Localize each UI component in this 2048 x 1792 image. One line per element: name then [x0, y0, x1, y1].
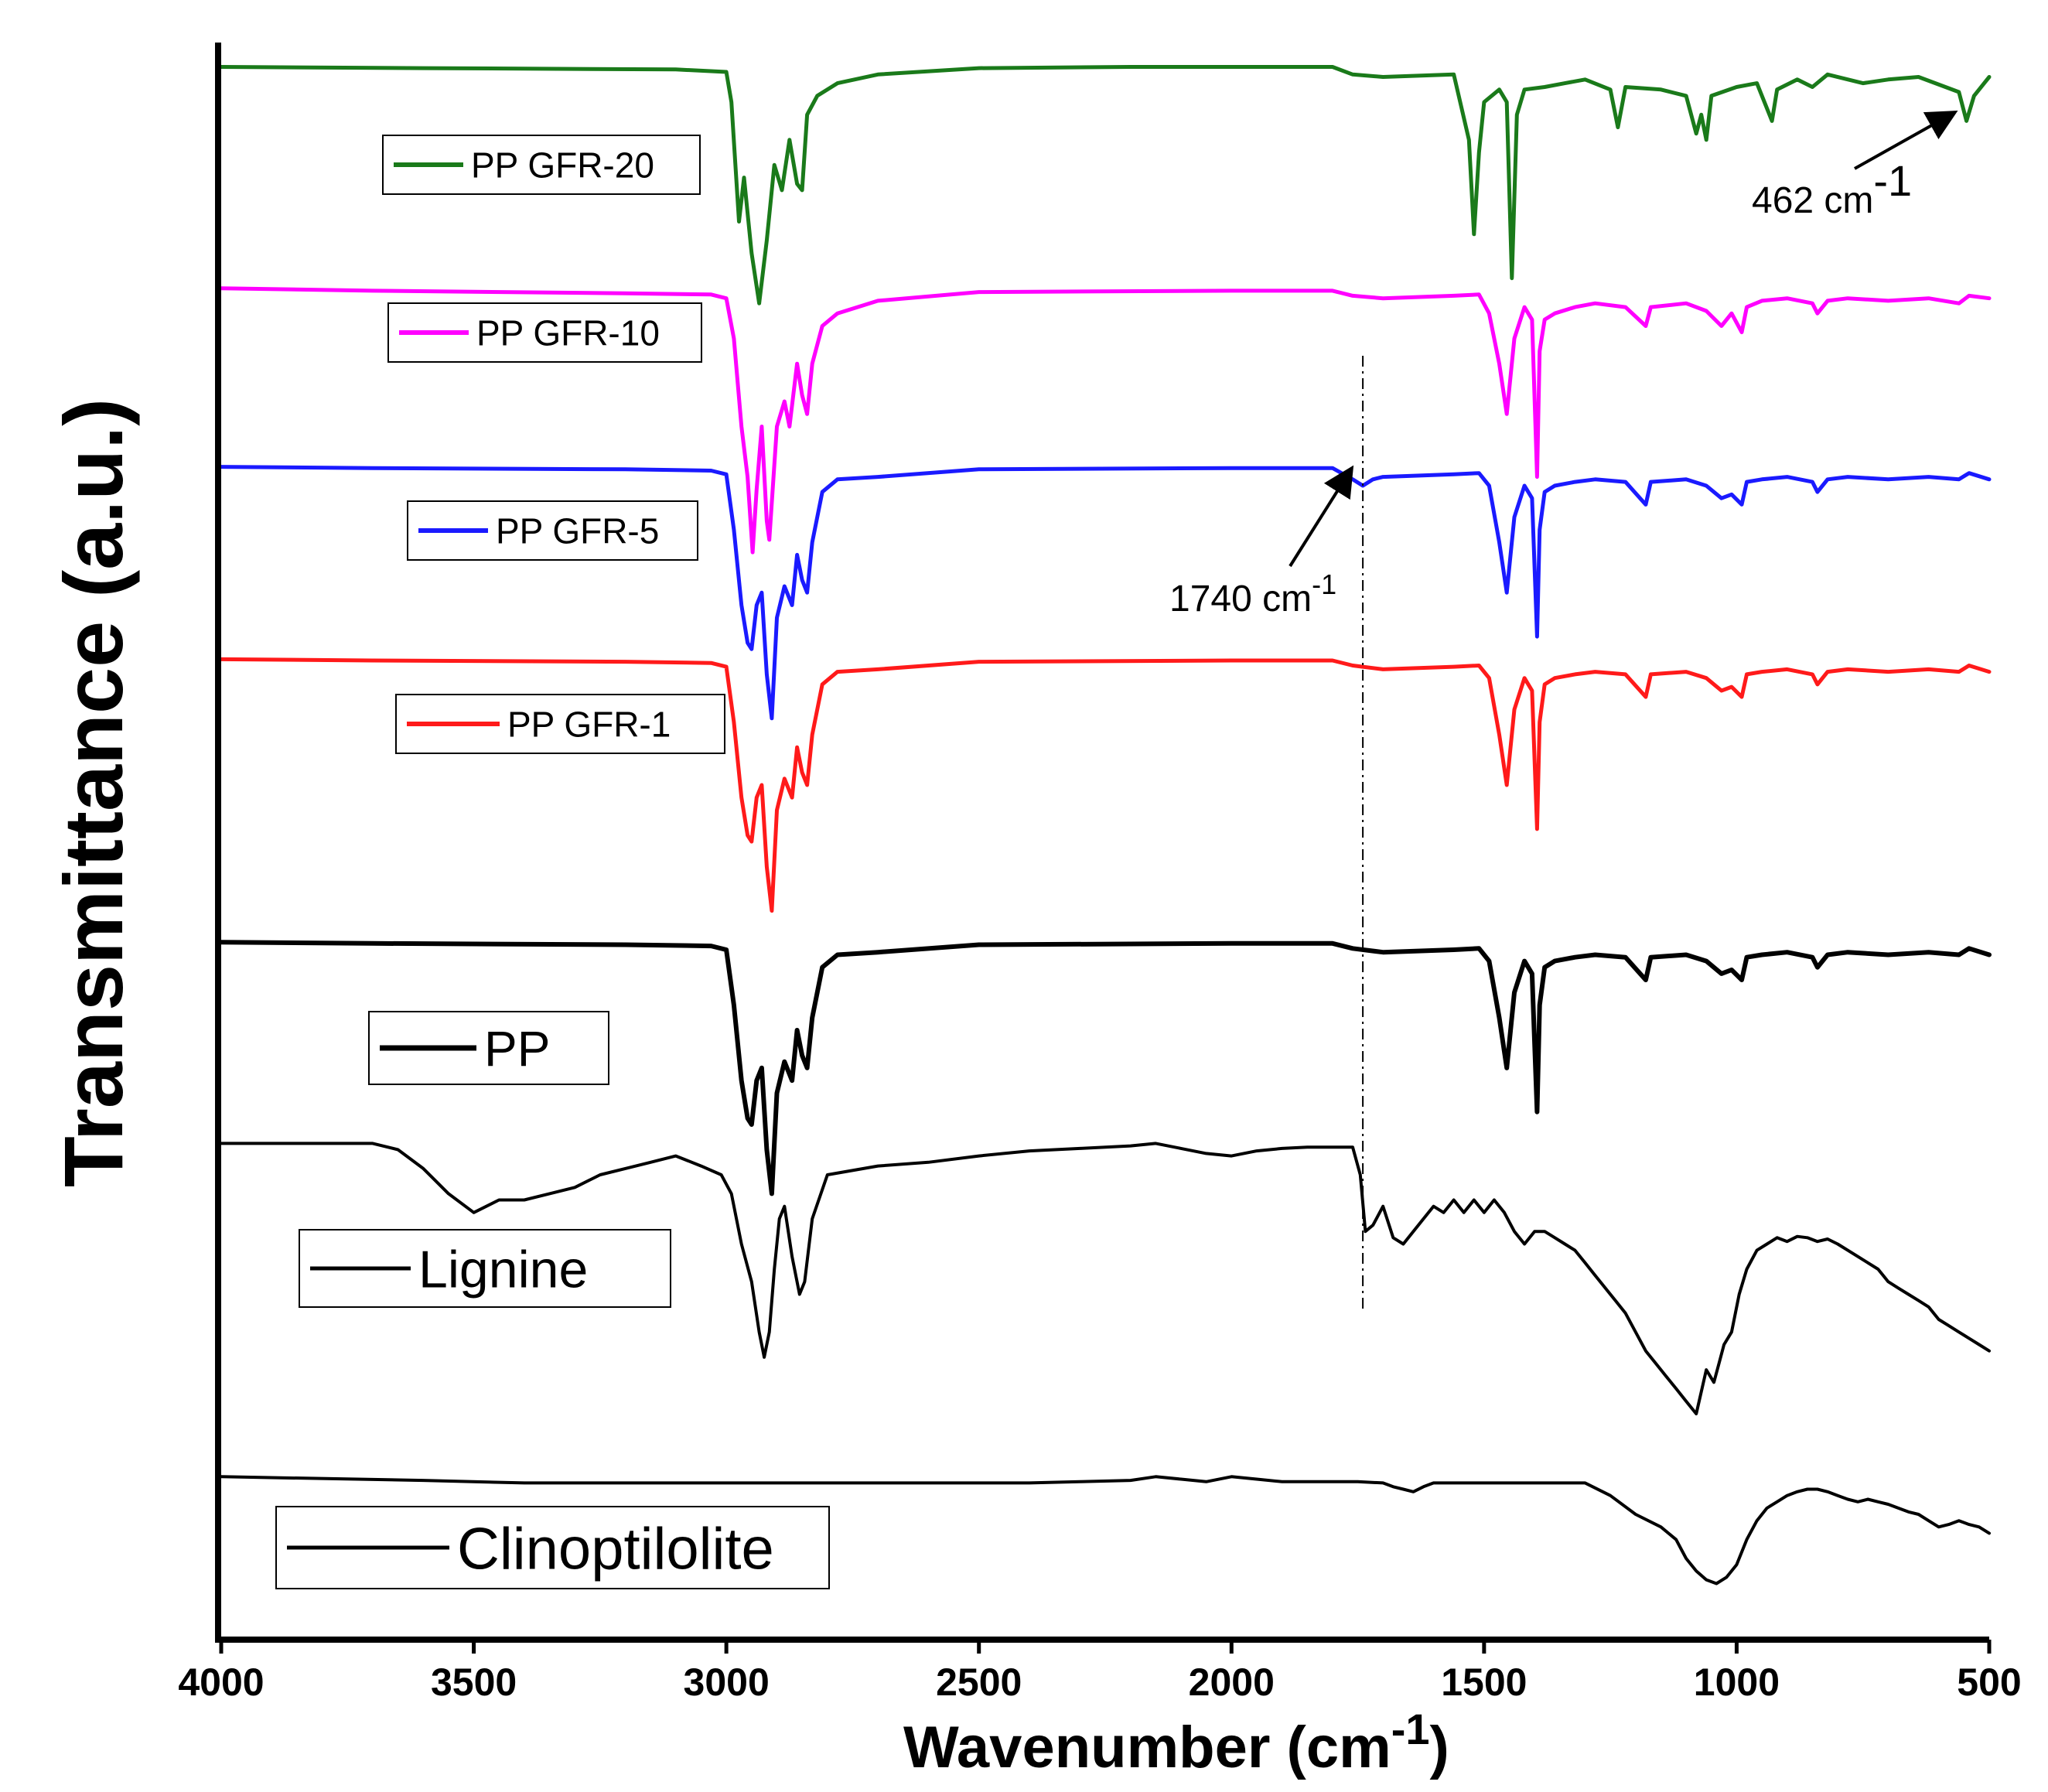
axes: 4000 3500 3000 2500 2000 1500 1000 500: [178, 43, 2022, 1704]
x-axis-title-main: Wavenumber (cm: [903, 1715, 1391, 1780]
x-axis-title: Wavenumber (cm-1): [903, 1705, 1449, 1780]
x-axis-title-tail: ): [1429, 1715, 1449, 1780]
legend-label: PP: [484, 1021, 550, 1077]
annotation-462-label-sup: -1: [1873, 156, 1912, 205]
legend-entry-pp-gfr-20: PP GFR-20: [382, 135, 701, 195]
x-tick-label-3000: 3000: [684, 1661, 770, 1704]
x-tick-label-2000: 2000: [1189, 1661, 1275, 1704]
legend-label: Clinoptilolite: [457, 1516, 774, 1582]
legend-entry-pp-gfr-1: PP GFR-1: [395, 694, 725, 754]
x-tick-label-2500: 2500: [936, 1661, 1022, 1704]
legend-entry-pp-gfr-5: PP GFR-5: [407, 500, 698, 561]
annotation-1740-label-sup: -1: [1312, 568, 1336, 600]
annotation-462-label-main: 462 cm: [1752, 180, 1873, 221]
annotation-1740-arrow: [1289, 465, 1354, 568]
legend-label: PP GFR-20: [471, 145, 654, 186]
legend-entry-lignine: Lignine: [299, 1229, 671, 1308]
annotation-462-arrow: [1854, 111, 1958, 170]
x-axis-title-sup: -1: [1391, 1705, 1430, 1753]
x-tick-label-4000: 4000: [178, 1661, 264, 1704]
series-line-pp-gfr-20: [219, 65, 1992, 305]
x-tick-label-1500: 1500: [1441, 1661, 1527, 1704]
x-tick-label-1000: 1000: [1694, 1661, 1780, 1704]
series-line-pp: [219, 940, 1992, 1196]
legend-label: PP GFR-1: [507, 705, 671, 745]
series-line-pp-gfr-10: [219, 286, 1992, 555]
annotation-1740-label-main: 1740 cm: [1169, 579, 1312, 620]
legend-label: PP GFR-10: [476, 313, 660, 353]
series-line-lignine: [220, 1142, 1991, 1415]
x-tick-label-500: 500: [1957, 1661, 2021, 1704]
y-axis-title: Transmittance (a.u.): [46, 398, 140, 1187]
series-line-pp-gfr-5: [219, 465, 1992, 721]
annotation-1740: 1740 cm-1: [1169, 465, 1354, 620]
annotation-462-label: 462 cm-1: [1752, 156, 1912, 221]
legend-entry-clinoptilolite: Clinoptilolite: [275, 1506, 830, 1589]
legend-entry-pp-gfr-10: PP GFR-10: [387, 302, 702, 363]
legend-layer: PP GFR-20 PP GFR-10 PP GFR-5 PP GFR-1 PP Lign…: [275, 135, 830, 1589]
annotation-462: 462 cm-1: [1752, 111, 1958, 221]
series-line-clinoptilolite: [220, 1475, 1991, 1585]
series-line-pp-gfr-1: [219, 657, 1992, 913]
plot-area: [219, 65, 1992, 1585]
legend-label: PP GFR-5: [496, 511, 659, 551]
annotation-1740-label: 1740 cm-1: [1169, 568, 1336, 620]
x-tick-label-3500: 3500: [431, 1661, 517, 1704]
legend-label: Lignine: [418, 1240, 588, 1299]
x-ticks: 4000 3500 3000 2500 2000 1500 1000 500: [178, 1640, 2022, 1704]
legend-entry-pp: PP: [368, 1011, 609, 1085]
series-layer: [219, 65, 1992, 1585]
